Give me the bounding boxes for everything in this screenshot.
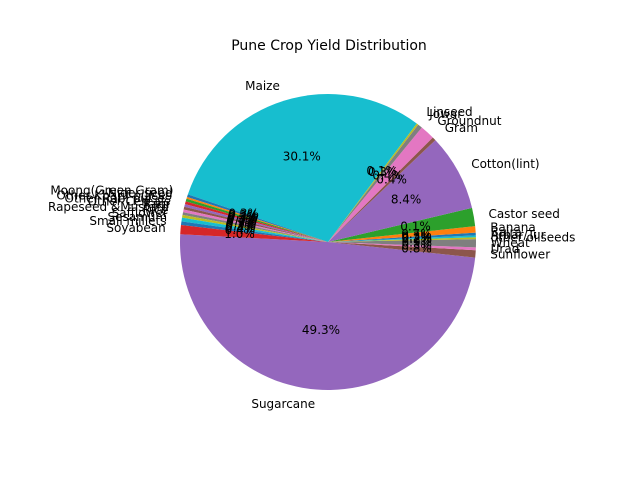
- pie-slice-other-oilseeds: [328, 237, 476, 242]
- slice-percent-safflower: 0.3%: [225, 219, 256, 233]
- pie-slice-ragi: [183, 206, 328, 242]
- pie-slice-groundnut: [328, 127, 433, 242]
- slice-label-sesamum: Sesamum: [107, 210, 167, 224]
- pie-slice-other-rabi-pulses: [184, 201, 328, 242]
- slice-percent-other-kharif-pulses: 0.3%: [228, 209, 259, 223]
- slice-percent-urad: 0.3%: [401, 239, 432, 253]
- slice-percent-gram: 0.4%: [376, 173, 407, 187]
- slice-percent-other-cereals: 0.3%: [227, 213, 258, 227]
- slice-label-rapeseed-mustard: Rapeseed &Mustard: [48, 200, 169, 214]
- slice-percent-banana: 0.7%: [401, 227, 432, 241]
- pie-slice-castor-seed: [328, 207, 476, 242]
- pie-slice-rapeseed-mustard: [183, 209, 328, 242]
- slice-percent-cotton-lint: 8.4%: [391, 192, 422, 206]
- slice-percent-sesamum: 0.4%: [225, 221, 256, 235]
- slice-percent-moong-green-gram: 0.3%: [228, 207, 259, 221]
- slice-percent-rice: 0.3%: [226, 217, 257, 231]
- slice-label-moong-green-gram: Moong(Green Gram): [50, 184, 173, 198]
- slice-label-jowar: Jowar: [428, 107, 462, 121]
- slice-percent-groundnut: 0.4%: [372, 169, 403, 183]
- pie-slice-sugarcane: [180, 234, 476, 390]
- pie-slice-small-millets: [180, 221, 328, 242]
- slice-percent-rapeseed-mustard: 0.3%: [226, 216, 257, 230]
- pie-slice-niger-seed: [186, 196, 328, 242]
- slice-label-urad: Urad: [491, 242, 520, 256]
- slice-label-castor-seed: Castor seed: [488, 207, 559, 221]
- slice-percent-jowar: 0.3%: [368, 165, 399, 179]
- slice-percent-wheat: 0.9%: [402, 235, 433, 249]
- pie-slice-other-kharif-pulses: [185, 198, 328, 242]
- pie-slice-linseed: [328, 123, 419, 242]
- pie-slice-banana: [328, 226, 476, 242]
- slice-percent-linseed: 0.1%: [366, 164, 397, 178]
- pie-percent-labels: 49.3%0.8%0.3%0.9%0.2%0.2%0.3%0.7%0.1%8.4…: [224, 150, 432, 337]
- slice-label-safflower: Safflower: [112, 206, 168, 220]
- slice-percent-niger-seed: 0.2%: [228, 208, 259, 222]
- slice-label-other-kharif-pulses: Other Kharif pulses: [56, 188, 171, 202]
- slice-percent-sunflower: 0.8%: [401, 242, 432, 256]
- slice-percent-ragi: 0.3%: [226, 214, 257, 228]
- slice-label-niger-seed: Niger seed: [108, 186, 173, 200]
- slice-percent-other-oilseeds: 0.2%: [402, 232, 433, 246]
- slice-label-arhar-tur: Arhar/Tur: [491, 228, 546, 242]
- chart-title: Pune Crop Yield Distribution: [231, 38, 427, 54]
- pie-slices: [180, 94, 476, 390]
- slice-label-wheat: Wheat: [491, 236, 530, 250]
- pie-slice-jowar: [328, 124, 422, 242]
- slice-label-ragi: Ragi: [143, 197, 169, 211]
- slice-label-soyabean: Soyabean: [106, 221, 165, 235]
- slice-label-other-rabi-pulses: Other Rabi pulses: [65, 191, 172, 205]
- pie-slice-soyabean: [180, 225, 328, 242]
- slice-percent-arhar-tur: 0.2%: [401, 231, 432, 245]
- slice-label-sunflower: Sunflower: [490, 248, 550, 262]
- slice-label-other-cereals: Other Cereals: [88, 194, 171, 208]
- slice-percent-sugarcane: 49.3%: [302, 323, 340, 337]
- slice-label-gram: Gram: [445, 121, 478, 135]
- pie-slice-rice: [182, 212, 328, 242]
- pie-slice-cotton-lint: [328, 140, 473, 242]
- slice-percent-other-rabi-pulses: 0.3%: [227, 211, 258, 225]
- slice-label-linseed: Linseed: [426, 105, 472, 119]
- pie-slice-bajra: [328, 232, 476, 242]
- pie-slice-sesamum: [181, 217, 328, 242]
- slice-percent-soyabean: 1.0%: [224, 227, 255, 241]
- pie-slice-safflower: [182, 214, 328, 242]
- slice-label-sugarcane: Sugarcane: [251, 397, 315, 411]
- pie-slice-other-cereals: [184, 204, 328, 242]
- pie-slice-urad: [328, 242, 476, 251]
- pie-slice-wheat: [328, 239, 476, 248]
- pie-slice-arhar-tur: [328, 235, 476, 242]
- pie-slice-moong-green-gram: [187, 194, 328, 242]
- slice-percent-small-millets: 0.4%: [225, 223, 256, 237]
- pie-slice-sunflower: [328, 242, 476, 258]
- slice-label-rice: Rice: [143, 203, 169, 217]
- slice-label-maize: Maize: [245, 79, 280, 93]
- pie-slice-gram: [328, 137, 436, 242]
- slice-label-cotton-lint: Cotton(lint): [471, 157, 539, 171]
- slice-percent-castor-seed: 0.1%: [400, 219, 431, 233]
- slice-percent-bajra: 0.3%: [401, 230, 432, 244]
- slice-label-small-millets: Small millets: [89, 214, 166, 228]
- slice-label-bajra: Bajra: [491, 226, 522, 240]
- slice-percent-maize: 30.1%: [283, 150, 321, 164]
- slice-label-groundnut: Groundnut: [437, 114, 501, 128]
- slice-label-banana: Banana: [490, 221, 536, 235]
- slice-label-other-oilseeds: other oilseeds: [491, 230, 576, 244]
- pie-slice-maize: [187, 94, 417, 243]
